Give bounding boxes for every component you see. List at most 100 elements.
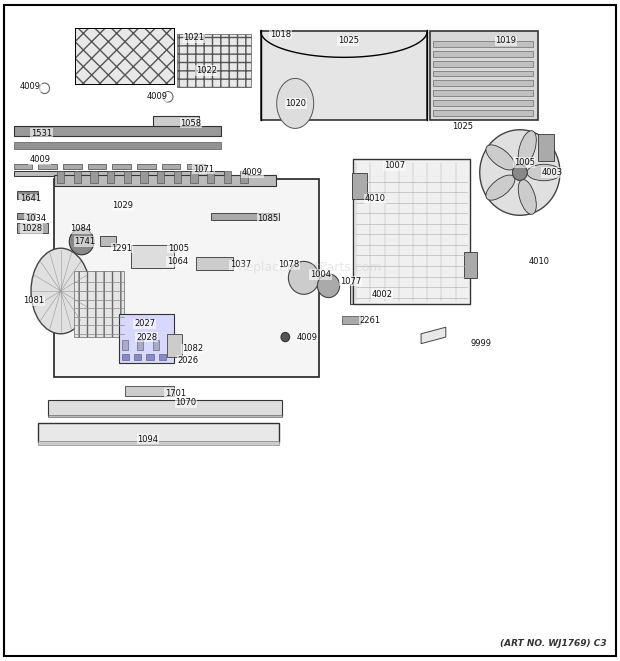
Text: 1077: 1077 xyxy=(340,277,361,286)
Bar xyxy=(433,71,533,77)
Bar xyxy=(538,134,554,161)
Text: 1037: 1037 xyxy=(230,260,251,269)
Text: (ART NO. WJ1769) C3: (ART NO. WJ1769) C3 xyxy=(500,639,606,648)
Text: 1064: 1064 xyxy=(167,257,188,266)
Bar xyxy=(153,340,159,350)
Text: 1701: 1701 xyxy=(165,389,186,397)
Bar xyxy=(464,252,477,278)
Bar xyxy=(140,171,148,183)
Bar xyxy=(107,171,114,183)
Text: 2027: 2027 xyxy=(134,319,155,329)
Text: 1005: 1005 xyxy=(514,158,534,167)
Text: 1022: 1022 xyxy=(196,66,217,75)
Bar xyxy=(433,41,533,47)
Text: 4009: 4009 xyxy=(146,93,167,101)
Circle shape xyxy=(513,165,527,180)
Bar xyxy=(38,422,279,442)
Text: ReplacementParts.com: ReplacementParts.com xyxy=(237,262,383,274)
FancyBboxPatch shape xyxy=(76,28,174,84)
Bar xyxy=(131,245,174,268)
Bar xyxy=(54,179,319,377)
Text: 2026: 2026 xyxy=(177,356,198,365)
Bar xyxy=(224,171,231,183)
Ellipse shape xyxy=(486,145,515,170)
Bar xyxy=(122,340,128,350)
Text: 1531: 1531 xyxy=(31,128,52,137)
Text: 4003: 4003 xyxy=(541,168,562,177)
FancyBboxPatch shape xyxy=(74,271,123,337)
FancyBboxPatch shape xyxy=(177,34,251,87)
Text: 4010: 4010 xyxy=(529,257,550,266)
Text: 1034: 1034 xyxy=(25,214,46,223)
Bar xyxy=(352,173,368,199)
Bar xyxy=(433,91,533,96)
Bar xyxy=(433,61,533,67)
Bar xyxy=(196,256,233,270)
Bar xyxy=(174,171,181,183)
Bar xyxy=(54,175,276,186)
Text: 4009: 4009 xyxy=(20,83,41,91)
Bar xyxy=(14,126,221,136)
Text: 1071: 1071 xyxy=(193,165,214,174)
Text: 1018: 1018 xyxy=(270,30,291,39)
Polygon shape xyxy=(277,79,314,128)
Text: 1020: 1020 xyxy=(285,99,306,108)
Bar xyxy=(207,171,215,183)
Bar xyxy=(14,171,224,176)
Bar xyxy=(91,171,98,183)
Bar xyxy=(167,334,182,357)
Circle shape xyxy=(69,229,94,254)
Bar xyxy=(433,81,533,87)
Text: 1005: 1005 xyxy=(168,244,189,253)
Bar xyxy=(63,164,82,169)
Bar xyxy=(190,171,198,183)
Text: 1078: 1078 xyxy=(278,260,299,269)
Text: 1007: 1007 xyxy=(384,161,405,171)
Text: 1058: 1058 xyxy=(180,119,202,128)
Circle shape xyxy=(288,261,319,294)
Bar xyxy=(137,340,143,350)
Bar xyxy=(74,171,81,183)
Bar xyxy=(48,414,282,417)
Bar xyxy=(57,171,64,183)
Bar xyxy=(159,354,166,360)
Bar xyxy=(146,354,154,360)
Circle shape xyxy=(281,332,290,342)
Text: 1741: 1741 xyxy=(74,237,95,246)
Text: 1070: 1070 xyxy=(175,399,197,407)
Bar xyxy=(100,237,115,247)
Bar xyxy=(137,164,156,169)
Text: 1025: 1025 xyxy=(452,122,473,131)
Bar xyxy=(38,441,279,445)
Text: 2261: 2261 xyxy=(360,316,381,325)
Text: 1019: 1019 xyxy=(495,36,516,46)
Bar xyxy=(17,223,48,233)
Text: 4010: 4010 xyxy=(365,194,385,204)
Bar xyxy=(112,164,131,169)
Bar xyxy=(123,171,131,183)
Ellipse shape xyxy=(486,175,515,200)
Text: 1004: 1004 xyxy=(310,270,331,279)
Bar xyxy=(122,354,129,360)
Text: 1028: 1028 xyxy=(21,224,42,233)
Bar xyxy=(118,314,174,364)
Bar xyxy=(433,110,533,116)
Bar xyxy=(153,116,199,128)
Bar xyxy=(125,387,174,397)
Text: 1021: 1021 xyxy=(184,33,205,42)
Ellipse shape xyxy=(527,165,561,180)
Text: 1641: 1641 xyxy=(20,194,41,204)
Text: 1029: 1029 xyxy=(112,201,133,210)
Ellipse shape xyxy=(31,249,91,334)
Ellipse shape xyxy=(518,131,536,165)
Bar xyxy=(88,164,106,169)
Bar xyxy=(430,31,538,120)
Ellipse shape xyxy=(518,180,536,214)
Text: 1025: 1025 xyxy=(338,36,359,46)
Bar xyxy=(162,164,180,169)
Text: 1081: 1081 xyxy=(23,296,44,305)
Circle shape xyxy=(317,274,340,297)
Circle shape xyxy=(480,130,560,215)
Text: 1291: 1291 xyxy=(111,244,132,253)
Bar xyxy=(157,171,164,183)
